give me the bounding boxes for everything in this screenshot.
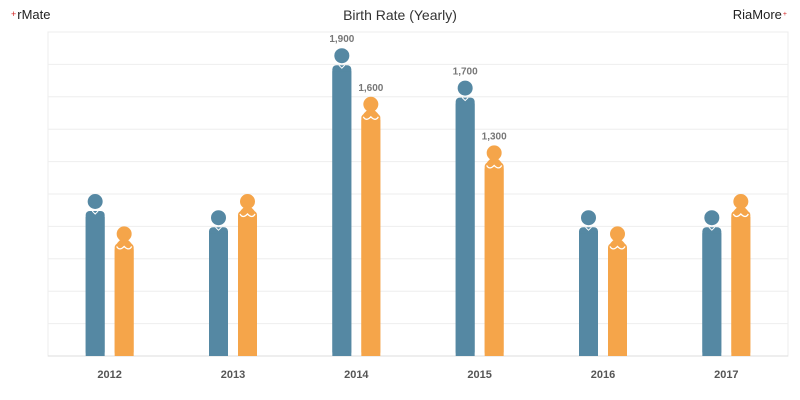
figure-body-fill <box>209 233 228 356</box>
female-hair-icon <box>732 206 750 213</box>
male-figure-bar[interactable] <box>332 48 352 356</box>
female-figure-bar[interactable] <box>484 145 504 356</box>
male-collar-icon <box>338 64 346 69</box>
male-head-icon <box>704 210 720 226</box>
plus-icon: + <box>11 9 17 19</box>
figure-body-fill <box>702 233 722 356</box>
male-head-icon <box>581 210 596 226</box>
figure-body-fill <box>361 119 381 356</box>
female-collar-icon <box>486 164 503 169</box>
female-figure-bar[interactable] <box>238 194 257 356</box>
brand-riamore-label: RiaMore <box>732 7 782 22</box>
female-figure-bar[interactable] <box>731 194 751 356</box>
female-head-icon <box>486 145 502 161</box>
female-hair-icon <box>485 157 503 165</box>
x-tick-label: 2014 <box>344 369 369 381</box>
figure-body-fill <box>238 217 257 356</box>
male-head-icon <box>334 48 350 64</box>
male-figure-bar[interactable] <box>85 194 105 356</box>
brand-rmate[interactable]: + rMate <box>10 7 51 22</box>
x-tick-label: 2015 <box>467 369 491 381</box>
female-head-icon <box>363 96 379 112</box>
male-collar-icon <box>91 210 99 215</box>
female-collar-icon <box>362 115 379 120</box>
female-hair-icon <box>362 109 380 116</box>
female-hair-icon <box>115 238 133 246</box>
data-label: 1,600 <box>358 83 383 94</box>
figure-body-fill <box>579 233 598 356</box>
female-head-icon <box>733 194 749 209</box>
figure-body-fill <box>608 249 627 356</box>
female-head-icon <box>116 226 132 242</box>
male-collar-icon <box>585 226 592 231</box>
male-figure-bar[interactable] <box>209 210 228 356</box>
female-figure-bar[interactable] <box>608 226 627 356</box>
figure-body-fill <box>85 217 105 356</box>
female-collar-icon <box>116 245 133 250</box>
figure-body-fill <box>114 249 134 356</box>
female-collar-icon <box>732 213 749 218</box>
female-head-icon <box>610 226 625 242</box>
male-head-icon <box>87 194 103 209</box>
data-label: 1,900 <box>329 34 354 45</box>
female-head-icon <box>240 194 255 209</box>
chart-title: Birth Rate (Yearly) <box>343 7 457 23</box>
data-label: 1,700 <box>453 67 478 78</box>
male-figure-bar[interactable] <box>455 80 475 356</box>
male-collar-icon <box>708 226 716 231</box>
x-tick-label: 2013 <box>221 369 245 381</box>
figure-body-fill <box>455 103 475 356</box>
female-collar-icon <box>609 245 626 250</box>
data-label: 1,300 <box>482 131 507 142</box>
female-figure-bar[interactable] <box>361 96 381 356</box>
x-tick-label: 2012 <box>97 369 121 381</box>
brand-riamore[interactable]: RiaMore + <box>733 7 788 22</box>
male-collar-icon <box>461 97 469 102</box>
male-head-icon <box>211 210 226 226</box>
x-tick-label: 2016 <box>591 369 615 381</box>
figure-body-fill <box>484 168 504 356</box>
brand-rmate-label: rMate <box>17 7 51 22</box>
female-hair-icon <box>609 238 626 246</box>
x-tick-label: 2017 <box>714 369 738 381</box>
figure-body-fill <box>332 71 352 356</box>
figure-body-fill <box>731 217 751 356</box>
male-figure-bar[interactable] <box>702 210 722 356</box>
female-figure-bar[interactable] <box>114 226 134 356</box>
plus-icon: + <box>782 11 787 18</box>
male-figure-bar[interactable] <box>579 210 598 356</box>
female-hair-icon <box>239 206 256 213</box>
male-collar-icon <box>215 226 222 231</box>
female-collar-icon <box>239 213 256 218</box>
male-head-icon <box>457 80 473 96</box>
